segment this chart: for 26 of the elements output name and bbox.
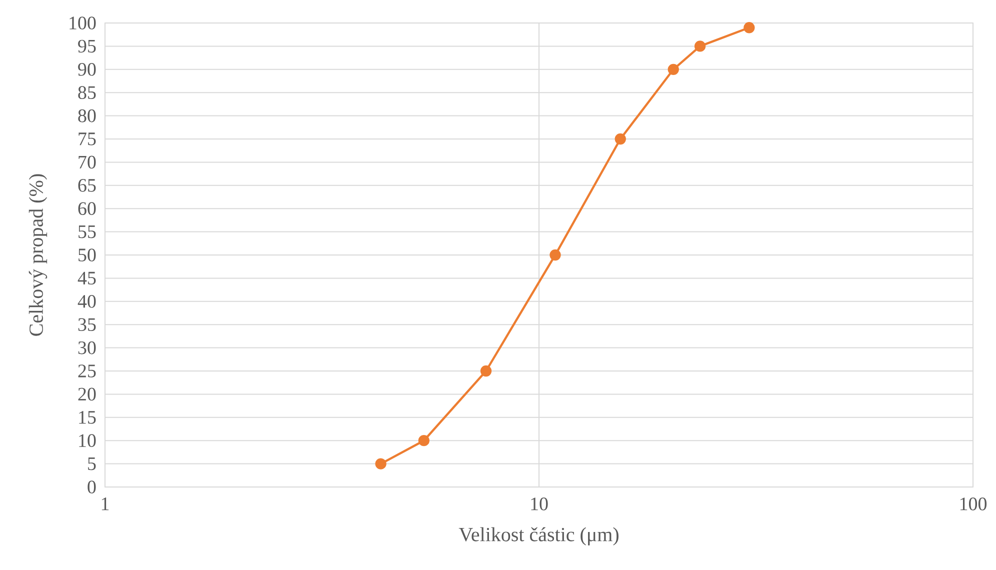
y-tick-label: 80 — [78, 109, 96, 122]
y-tick-label: 85 — [78, 86, 96, 100]
y-tick-label: 10 — [79, 434, 96, 448]
y-tick-label: 20 — [78, 388, 96, 401]
y-tick-label: 0 — [88, 480, 96, 494]
y-tick-label: 30 — [78, 341, 96, 354]
y-tick-label: 5 — [88, 457, 96, 470]
y-tick-label: 95 — [78, 40, 96, 53]
y-tick-label: 50 — [78, 248, 96, 262]
y-tick-label: 25 — [78, 364, 96, 378]
y-tick-label: 65 — [78, 179, 96, 192]
y-tick-label: 45 — [78, 272, 96, 285]
y-tick-label: 15 — [79, 411, 96, 424]
y-tick-label: 90 — [78, 62, 96, 76]
x-axis-title: Velikost částic (μm) — [458, 527, 618, 546]
y-tick-label: 55 — [78, 225, 96, 238]
y-tick-label: 35 — [78, 318, 96, 331]
y-axis-title: Celkový propad (%) — [28, 174, 48, 336]
y-tick-label: 40 — [78, 294, 96, 308]
y-tick-label: 60 — [78, 202, 96, 216]
x-tick-label: 100 — [960, 498, 987, 510]
x-tick-label: 1 — [102, 498, 109, 510]
y-tick-label: 75 — [78, 132, 96, 146]
x-tick-label: 10 — [531, 498, 548, 510]
y-tick-label: 70 — [78, 156, 96, 169]
y-tick-label: 100 — [70, 16, 96, 30]
